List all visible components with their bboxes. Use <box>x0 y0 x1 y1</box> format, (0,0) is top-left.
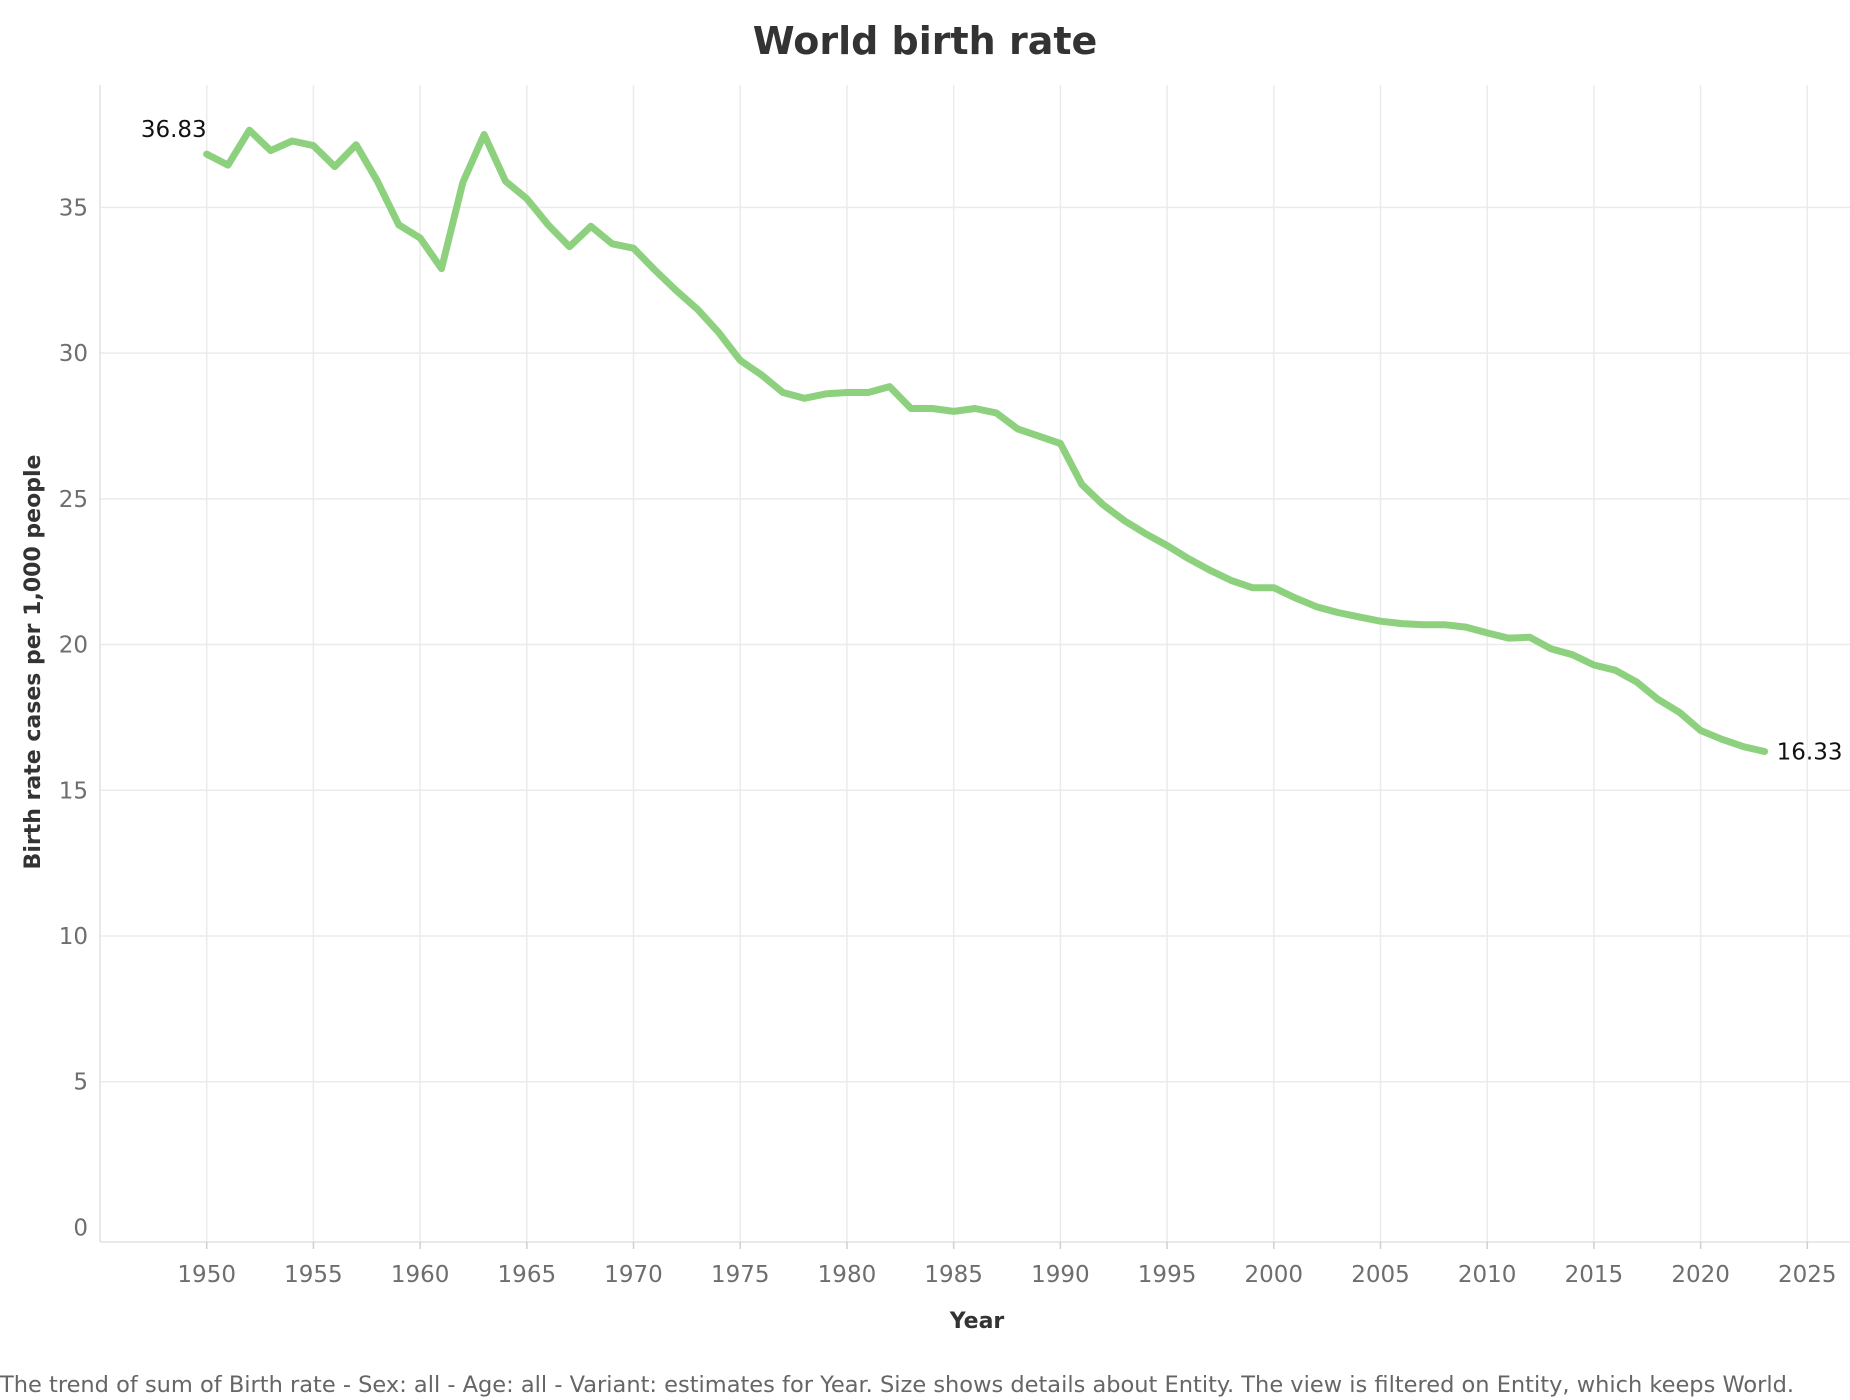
y-tick-label: 0 <box>73 1215 88 1241</box>
x-gridlines <box>205 85 1809 1242</box>
series-layer <box>203 126 1769 755</box>
y-tick-label: 20 <box>59 633 88 659</box>
x-tick-label: 2010 <box>1458 1262 1517 1288</box>
x-axis-title: Year <box>949 1309 1005 1334</box>
y-tick-label: 30 <box>59 341 88 367</box>
y-gridlines <box>100 206 1850 1083</box>
x-tick-label: 1960 <box>391 1262 450 1288</box>
x-tick-label: 1990 <box>1031 1262 1090 1288</box>
x-tick-label: 1955 <box>284 1262 343 1288</box>
x-tick-label: 2005 <box>1351 1262 1410 1288</box>
x-tick-label: 2020 <box>1671 1262 1730 1288</box>
x-tick-label: 1970 <box>604 1262 663 1288</box>
footnote: The trend of sum of Birth rate - Sex: al… <box>0 1372 1794 1398</box>
chart-title: World birth rate <box>753 19 1098 63</box>
x-tick-label: 2025 <box>1778 1262 1837 1288</box>
y-tick-label: 10 <box>59 924 88 950</box>
data-label-first: 36.83 <box>141 117 207 143</box>
y-axis-title: Birth rate cases per 1,000 people <box>21 455 46 870</box>
x-tick-label: 1950 <box>177 1262 236 1288</box>
y-tick-label: 15 <box>59 778 88 804</box>
data-label-last: 16.33 <box>1777 740 1843 766</box>
y-tick-label: 25 <box>59 487 88 513</box>
data-labels: 36.83 16.33 <box>141 117 1843 765</box>
y-tick-label: 5 <box>73 1070 88 1096</box>
y-axis-ticks: 0 5 10 15 20 25 30 35 <box>59 195 88 1241</box>
x-tick-label: 1965 <box>498 1262 557 1288</box>
x-tick-label: 1975 <box>711 1262 770 1288</box>
axes <box>99 85 1850 1243</box>
y-tick-label: 35 <box>59 195 88 221</box>
x-tick-label: 2015 <box>1565 1262 1624 1288</box>
series-line <box>203 126 1769 755</box>
x-tick-label: 2000 <box>1245 1262 1304 1288</box>
x-axis-ticks: 1950 1955 1960 1965 1970 1975 1980 1985 1990 1995… <box>177 1242 1837 1288</box>
x-tick-label: 1985 <box>924 1262 983 1288</box>
x-tick-label: 1995 <box>1138 1262 1197 1288</box>
x-tick-label: 1980 <box>818 1262 877 1288</box>
